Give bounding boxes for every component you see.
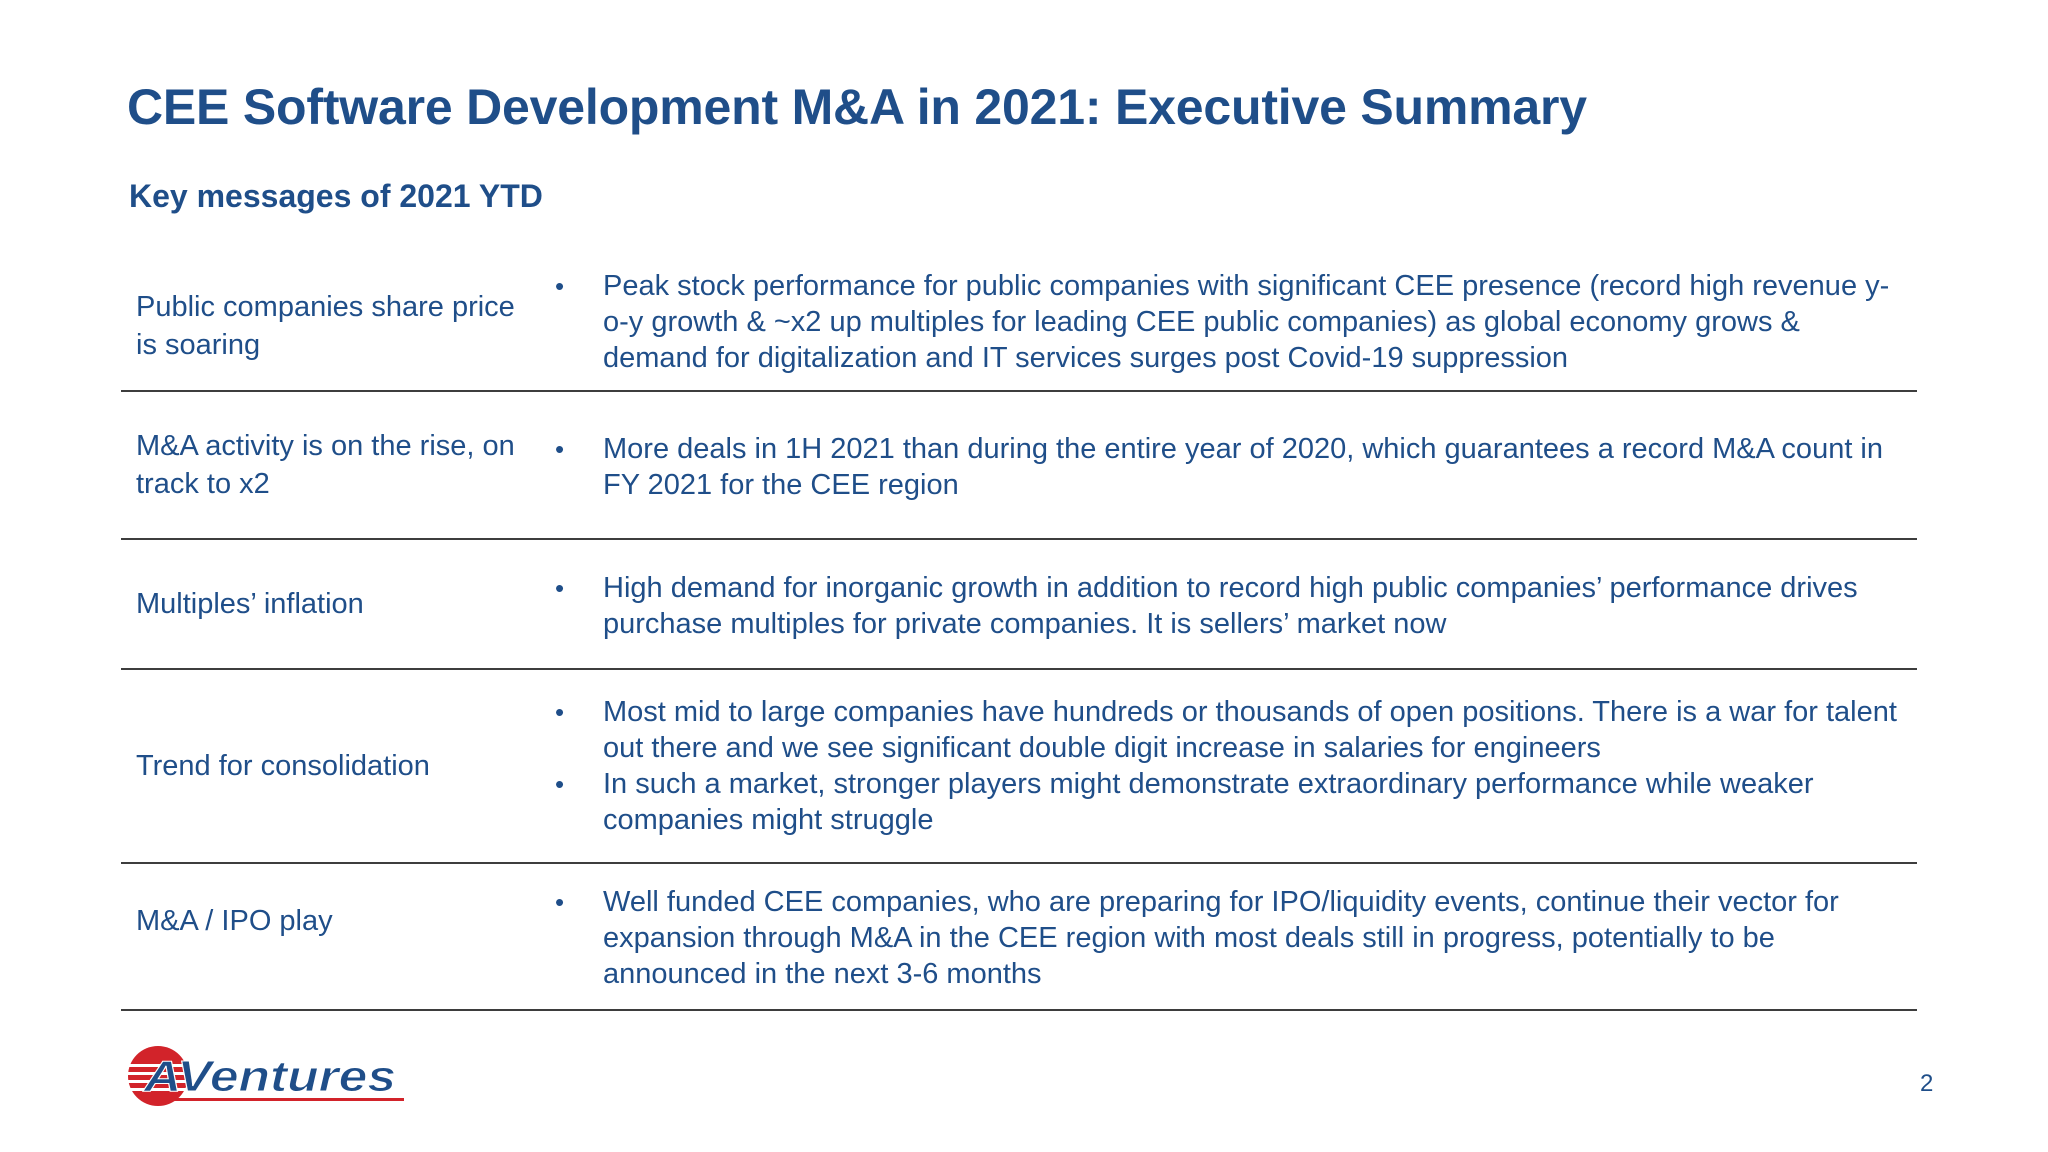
section-subtitle: Key messages of 2021 YTD	[129, 178, 543, 214]
bullet-item: • Peak stock performance for public comp…	[541, 268, 1909, 376]
row-label: M&A / IPO play	[136, 905, 333, 937]
bullet-text: Most mid to large companies have hundred…	[603, 696, 1897, 764]
key-messages-table: Public companies share price is soaring …	[121, 262, 1917, 1011]
bullet-dot: •	[555, 697, 565, 727]
aventures-logo: AVentures	[126, 1046, 404, 1106]
row-label: Trend for consolidation	[136, 750, 430, 782]
row-content: • Well funded CEE companies, who are pre…	[541, 864, 1917, 1009]
logo-emblem	[126, 1046, 190, 1106]
table-row: Public companies share price is soaring …	[121, 262, 1917, 392]
bullet-dot: •	[555, 434, 565, 464]
row-content: • Most mid to large companies have hundr…	[541, 670, 1917, 862]
page-number: 2	[1920, 1070, 1934, 1097]
bullet-item: • More deals in 1H 2021 than during the …	[541, 431, 1909, 503]
bullet-item: • High demand for inorganic growth in ad…	[541, 570, 1909, 642]
table-row: M&A activity is on the rise, on track to…	[121, 392, 1917, 540]
table-row: Multiples’ inflation • High demand for i…	[121, 540, 1917, 670]
bullet-text: Peak stock performance for public compan…	[603, 270, 1890, 374]
bullet-dot: •	[555, 769, 565, 799]
row-content: • More deals in 1H 2021 than during the …	[541, 392, 1917, 538]
row-label: M&A activity is on the rise, on track to…	[136, 430, 515, 500]
page-title: CEE Software Development M&A in 2021: Ex…	[127, 79, 1587, 135]
bullet-dot: •	[555, 573, 565, 603]
bullet-text: More deals in 1H 2021 than during the en…	[603, 433, 1884, 501]
bullet-item: • In such a market, stronger players mig…	[541, 766, 1909, 838]
row-label: Multiples’ inflation	[136, 588, 364, 620]
bullet-item: • Most mid to large companies have hundr…	[541, 694, 1909, 766]
bullet-dot: •	[555, 887, 565, 917]
bullet-text: Well funded CEE companies, who are prepa…	[603, 886, 1839, 990]
bullet-text: In such a market, stronger players might…	[603, 768, 1814, 836]
bullet-item: • Well funded CEE companies, who are pre…	[541, 884, 1909, 992]
table-row: M&A / IPO play • Well funded CEE compani…	[121, 864, 1917, 1011]
bullet-text: High demand for inorganic growth in addi…	[603, 572, 1858, 640]
bullet-dot: •	[555, 271, 565, 301]
logo-wordmark: AVentures	[143, 1052, 396, 1101]
row-content: • Peak stock performance for public comp…	[541, 262, 1917, 390]
row-content: • High demand for inorganic growth in ad…	[541, 540, 1917, 668]
row-label: Public companies share price is soaring	[136, 291, 515, 361]
table-row: Trend for consolidation • Most mid to la…	[121, 670, 1917, 864]
